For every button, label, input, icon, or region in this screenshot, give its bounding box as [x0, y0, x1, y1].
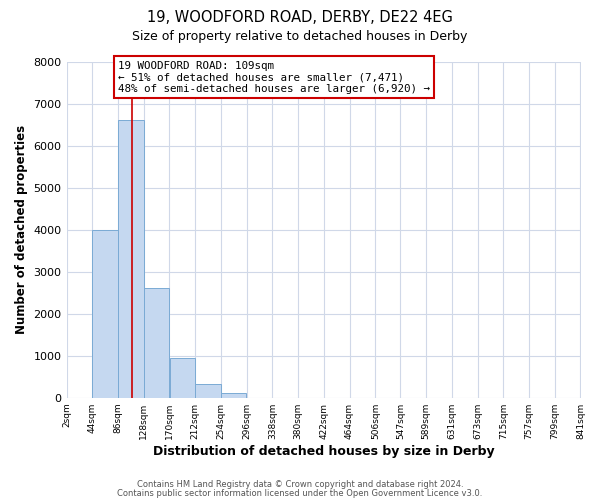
Text: 19, WOODFORD ROAD, DERBY, DE22 4EG: 19, WOODFORD ROAD, DERBY, DE22 4EG: [147, 10, 453, 25]
Y-axis label: Number of detached properties: Number of detached properties: [15, 125, 28, 334]
Text: Contains HM Land Registry data © Crown copyright and database right 2024.: Contains HM Land Registry data © Crown c…: [137, 480, 463, 489]
Bar: [221, 392, 247, 398]
Text: Contains public sector information licensed under the Open Government Licence v3: Contains public sector information licen…: [118, 488, 482, 498]
Bar: [144, 288, 169, 398]
Bar: [196, 384, 221, 398]
Text: 19 WOODFORD ROAD: 109sqm
← 51% of detached houses are smaller (7,471)
48% of sem: 19 WOODFORD ROAD: 109sqm ← 51% of detach…: [118, 60, 430, 94]
Bar: [92, 230, 118, 398]
Bar: [170, 358, 195, 398]
X-axis label: Distribution of detached houses by size in Derby: Distribution of detached houses by size …: [153, 444, 494, 458]
Text: Size of property relative to detached houses in Derby: Size of property relative to detached ho…: [133, 30, 467, 43]
Bar: [118, 120, 143, 398]
